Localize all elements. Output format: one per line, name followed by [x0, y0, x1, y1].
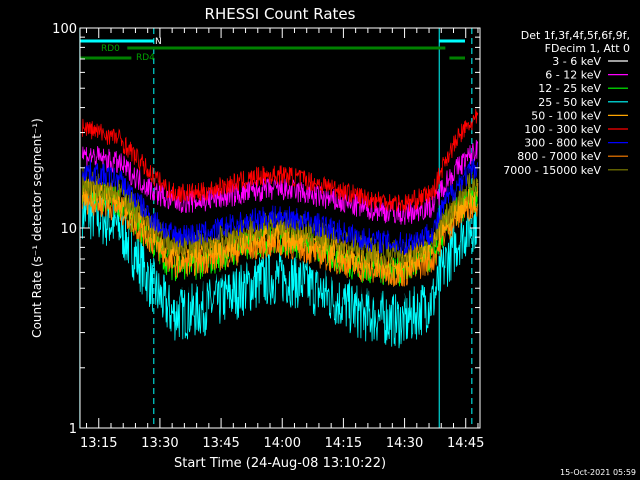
y-tick-label: 10 — [60, 222, 77, 237]
x-axis-label: Start Time (24-Aug-08 13:10:22) — [174, 456, 386, 471]
legend-entry-label: 800 - 7000 keV — [517, 150, 601, 163]
legend-entry-label: 12 - 25 keV — [538, 82, 601, 95]
series-line-3 — [82, 187, 478, 349]
legend-header-line: FDecim 1, Att 0 — [545, 42, 630, 55]
y-axis-label: Count Rate (s⁻¹ detector segment⁻¹) — [30, 118, 44, 338]
legend-entry-label: 300 - 800 keV — [524, 137, 601, 150]
series-line-1 — [82, 139, 479, 225]
series-line-5 — [82, 108, 479, 213]
series-line-6 — [82, 158, 479, 255]
legend-entry-label: 25 - 50 keV — [538, 96, 601, 109]
legend-entry-label: 3 - 6 keV — [552, 55, 601, 68]
x-tick-label: 14:15 — [325, 436, 362, 451]
flag-label-rd0: RD0 — [101, 44, 120, 54]
x-tick-label: 14:00 — [264, 436, 301, 451]
timestamp: 15-Oct-2021 05:59 — [560, 468, 636, 477]
chart-title: RHESSI Count Rates — [205, 5, 356, 23]
series-line-4 — [82, 177, 479, 278]
x-tick-label: 13:45 — [202, 436, 239, 451]
y-tick-label: 1 — [69, 422, 77, 437]
plot-area: N RD0 RD4 — [79, 28, 479, 428]
x-tick-label: 14:45 — [447, 436, 484, 451]
x-tick-label: 13:15 — [80, 436, 117, 451]
legend: Det 1f,3f,4f,5f,6f,9f,FDecim 1, Att 03 -… — [503, 29, 630, 177]
flag-label-n: N — [155, 37, 162, 47]
series-line-8 — [82, 168, 479, 268]
legend-entry-label: 100 - 300 keV — [524, 123, 601, 136]
flag-label-rd4: RD4 — [136, 53, 155, 63]
legend-entry-label: 6 - 12 keV — [545, 69, 601, 82]
axes: 1 10 100 13:15 13:30 13:45 14:00 14:15 14:30 14:4… — [52, 22, 484, 451]
legend-entry-label: 7000 - 15000 keV — [503, 164, 601, 177]
legend-header-line: Det 1f,3f,4f,5f,6f,9f, — [521, 29, 630, 42]
x-tick-label: 14:30 — [386, 436, 423, 451]
x-tick-label: 13:30 — [141, 436, 178, 451]
series-line-7 — [82, 187, 479, 287]
y-tick-label: 100 — [52, 22, 77, 37]
legend-entry-label: 50 - 100 keV — [531, 109, 601, 122]
